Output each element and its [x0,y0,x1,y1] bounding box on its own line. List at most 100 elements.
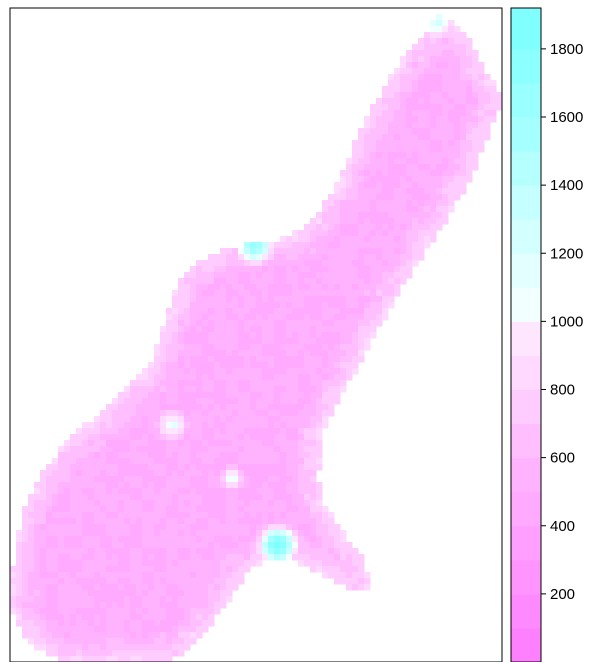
heatmap-cell [310,392,317,399]
heatmap-cell [310,548,317,555]
heatmap-cell [148,608,155,615]
heatmap-cell [436,212,443,219]
heatmap-cell [292,248,299,255]
legend-tick-label: 400 [550,518,575,535]
heatmap-cell [418,134,425,141]
heatmap-cell [310,350,317,357]
heatmap-cell [148,464,155,471]
heatmap-cell [136,656,143,662]
heatmap-cell [208,422,215,429]
heatmap-cell [346,272,353,279]
heatmap-cell [178,578,185,585]
heatmap-cell [178,620,185,627]
heatmap-cell [340,548,347,555]
heatmap-cell [214,584,221,591]
heatmap-cell [130,458,137,465]
heatmap-cell [166,590,173,597]
heatmap-cell [124,476,131,483]
heatmap-cell [76,500,83,507]
heatmap-cell [328,368,335,375]
heatmap-cell [244,254,251,261]
heatmap-cell [208,542,215,549]
heatmap-cell [16,548,23,555]
heatmap-cell [226,596,233,603]
heatmap-cell [232,290,239,297]
heatmap-cell [76,620,83,627]
heatmap-cell [190,464,197,471]
heatmap-cell [238,332,245,339]
heatmap-cell [292,338,299,345]
heatmap-cell [304,284,311,291]
heatmap-cell [274,512,281,519]
heatmap-cell [466,80,473,87]
heatmap-cell [322,506,329,513]
heatmap-cell [346,320,353,327]
heatmap-cell [400,164,407,171]
heatmap-cell [442,182,449,189]
heatmap-cell [268,512,275,519]
heatmap-cell [322,332,329,339]
heatmap-cell [238,272,245,279]
heatmap-cell [316,284,323,291]
heatmap-cell [136,380,143,387]
heatmap-cell [418,206,425,213]
heatmap-cell [178,584,185,591]
heatmap-cell [58,590,65,597]
heatmap-cell [286,554,293,561]
heatmap-cell [172,302,179,309]
heatmap-cell [466,62,473,69]
heatmap-cell [226,548,233,555]
heatmap-cell [28,626,35,633]
heatmap-cell [472,56,479,63]
heatmap-cell [196,404,203,411]
heatmap-cell [364,224,371,231]
heatmap-cell [148,650,155,657]
heatmap-cell [358,578,365,585]
heatmap-cell [430,218,437,225]
heatmap-cell [352,230,359,237]
heatmap-cell [328,206,335,213]
heatmap-cell [484,104,491,111]
heatmap-cell [208,338,215,345]
heatmap-cell [334,536,341,543]
heatmap-cell [202,578,209,585]
heatmap-cell [112,500,119,507]
heatmap-cell [262,374,269,381]
heatmap-cell [370,236,377,243]
heatmap-cell [304,224,311,231]
heatmap-cell [172,530,179,537]
heatmap-cell [196,458,203,465]
heatmap-cell [316,422,323,429]
heatmap-cell [130,596,137,603]
heatmap-cell [28,512,35,519]
heatmap-cell [250,380,257,387]
heatmap-cell [256,320,263,327]
heatmap-cell [34,620,41,627]
heatmap-cell [190,470,197,477]
heatmap-cell [322,356,329,363]
heatmap-cell [358,554,365,561]
heatmap-cell [160,482,167,489]
heatmap-cell [208,296,215,303]
heatmap-cell [472,98,479,105]
heatmap-cell [400,206,407,213]
heatmap-cell [160,560,167,567]
heatmap-cell [322,254,329,261]
heatmap-cell [214,362,221,369]
heatmap-cell [340,350,347,357]
heatmap-cell [202,566,209,573]
heatmap-cell [340,368,347,375]
heatmap-cell [412,134,419,141]
heatmap-cell [274,332,281,339]
heatmap-cell [148,590,155,597]
heatmap-cell [94,542,101,549]
heatmap-cell [424,32,431,39]
heatmap-cell [346,308,353,315]
heatmap-cell [190,332,197,339]
heatmap-cell [328,314,335,321]
heatmap-cell [100,560,107,567]
heatmap-cell [364,248,371,255]
heatmap-cell [184,644,191,651]
heatmap-cell [442,86,449,93]
heatmap-cell [388,200,395,207]
